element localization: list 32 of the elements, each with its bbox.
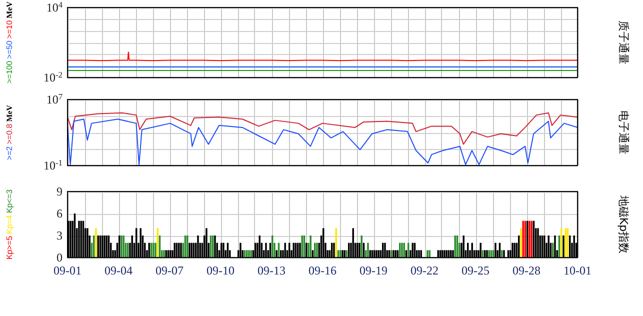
x-tick-label: 09-22 — [410, 264, 438, 278]
text: Kp>=5 — [5, 235, 14, 260]
y-tick-label: 10$^{-1}$ — [44, 158, 62, 173]
x-tick-label: 09-10 — [206, 264, 234, 278]
y2-axis-title: 质子通量 — [617, 20, 630, 64]
x-tick-label: 09-25 — [462, 264, 490, 278]
y-tick-label: 10$^{4}$ — [46, 0, 64, 15]
y2-axis-title: 电子通量 — [617, 110, 630, 154]
text: >=100 — [5, 60, 14, 84]
text: >=0.8 — [5, 123, 14, 144]
text: Kp=4 — [5, 214, 14, 234]
text: >=2 — [5, 146, 14, 160]
x-tick-label: 09-04 — [104, 264, 132, 278]
y-tick-label: 10$^{7}$ — [46, 92, 62, 107]
y-tick-label: 9 — [56, 184, 62, 199]
y-tick-label: 0 — [56, 250, 62, 265]
text: >=10 — [5, 20, 14, 39]
y2-axis-title: 地磁Kp指数 — [617, 194, 630, 254]
x-tick-label: 09-07 — [156, 264, 184, 278]
x-tick-label: 10-01 — [564, 264, 592, 278]
y-tick-label: 3 — [56, 228, 62, 243]
y-tick-label: 10$^{-2}$ — [44, 70, 62, 85]
x-tick-label: 09-13 — [258, 264, 286, 278]
text: >=50 — [5, 40, 14, 59]
x-tick-label: 09-28 — [512, 264, 540, 278]
y-tick-label: 6 — [56, 206, 62, 221]
x-tick-label: 09-01 — [54, 264, 82, 278]
y-axis-title: MeV — [5, 104, 14, 122]
x-tick-label: 09-19 — [360, 264, 388, 278]
text: Kp<=3 — [5, 188, 14, 214]
y-axis-title: MeV — [5, 1, 14, 18]
x-tick-label: 09-16 — [308, 264, 336, 278]
